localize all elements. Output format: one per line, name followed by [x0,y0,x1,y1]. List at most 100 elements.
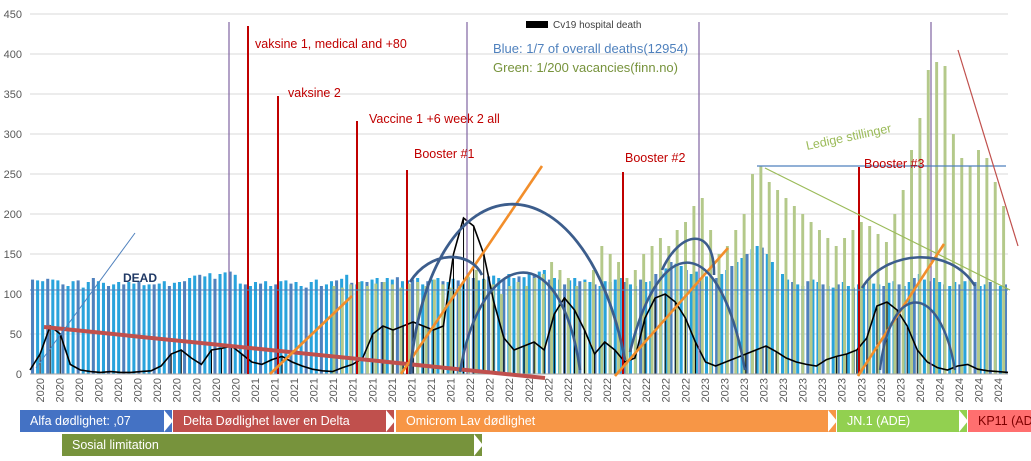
y-tick-label: 400 [4,49,22,61]
blue-bar [831,287,835,374]
blue-bar [598,286,602,374]
x-tick-label: 2024 [993,378,1005,402]
x-tick-label: 2020 [93,378,105,402]
x-tick-label: 2022 [661,378,673,402]
x-tick-label: 2022 [465,378,477,402]
annotation-label: Vaccine 1 +6 week 2 all [369,112,500,126]
green-bar [349,284,353,374]
annotation-label: Ledige stillinger [805,121,893,153]
y-tick-label: 200 [4,209,22,221]
x-tick-label: 2020 [35,378,47,402]
blue-bar [132,283,136,374]
blue-bar [907,282,911,374]
x-tick-label: 2023 [719,378,731,402]
green-bar [742,214,746,374]
green-bar [550,262,554,374]
blue-bar [172,282,176,374]
blue-bar [669,262,673,374]
green-bar [591,270,595,374]
blue-bar [107,286,111,374]
y-tick-label: 0 [16,369,22,381]
blue-bar [537,271,541,374]
dark-blue-arc [408,255,484,283]
x-tick-label: 2022 [680,378,692,402]
blue-bar [31,279,35,374]
x-tick-label: 2022 [622,378,634,402]
blue-bar [294,282,298,374]
green-bar [876,234,880,374]
green-bar [508,286,512,374]
blue-bar [96,281,100,374]
phase-kp11-label: KP11 (AD [978,414,1031,428]
x-tick-label: 2021 [289,378,301,402]
blue-bar [639,279,643,374]
blue-bar [872,283,876,374]
blue-bar [689,274,693,374]
blue-bar [380,282,384,374]
x-tick-label: 2021 [446,378,458,402]
green-bar [884,242,888,374]
phase-delta-label: Delta Dødlighet laver en Delta [183,414,350,428]
blue-bar [816,282,820,374]
x-tick-label: 2020 [54,378,66,402]
green-bar [759,166,763,374]
blue-bar [912,278,916,374]
x-tick-label: 2020 [113,378,125,402]
blue-bar [988,282,992,374]
blue-bar [319,286,323,374]
green-bar [784,198,788,374]
green-bar [424,286,428,374]
annotation-label: Booster #1 [414,147,475,161]
green-bar [767,182,771,374]
dark-blue-arc [878,301,957,371]
blue-bar [395,277,399,374]
x-tick-label: 2022 [504,378,516,402]
green-bar [365,286,369,374]
green-bar [843,238,847,374]
blue-bar [998,286,1002,374]
blue-bar [958,284,962,374]
green-bar [951,134,955,374]
blue-bar [765,254,769,374]
blue-bar [243,284,247,374]
x-tick-label: 2023 [739,378,751,402]
blue-bar [147,284,151,374]
green-bar [399,287,403,374]
green-bar [776,190,780,374]
y-tick-label: 50 [10,329,22,341]
blue-bar [167,286,171,374]
green-bar [734,230,738,374]
blue-bar [436,278,440,374]
green-bar [667,246,671,374]
x-tick-label: 2023 [856,378,868,402]
green-bar [910,150,913,374]
blue-bar [188,278,192,374]
x-tick-label: 2020 [133,378,145,402]
dark-blue-arc [628,261,747,371]
green-bar [801,214,805,374]
blue-bar [101,282,105,374]
blue-bar [127,282,131,374]
blue-bar [223,272,227,374]
y-tick-label: 250 [4,169,22,181]
blue-bar [76,280,80,374]
x-tick-label: 2020 [74,378,86,402]
green-bar [868,226,872,374]
x-tick-label: 2021 [270,378,282,402]
x-tick-label: 2023 [895,378,907,402]
annotation-label: Blue: 1/7 of overall deaths(12954) [493,41,688,56]
green-bar [357,282,361,374]
x-tick-label: 2020 [152,378,164,402]
blue-bar [112,284,116,374]
green-bar [491,284,495,374]
blue-bar [948,286,952,374]
green-bar [675,230,679,374]
green-bar [633,270,637,374]
green-bar [600,246,604,374]
blue-bar [309,282,313,374]
green-bar [608,254,612,374]
blue-bar [36,280,40,374]
blue-bar [41,281,45,374]
blue-bar [770,262,774,374]
